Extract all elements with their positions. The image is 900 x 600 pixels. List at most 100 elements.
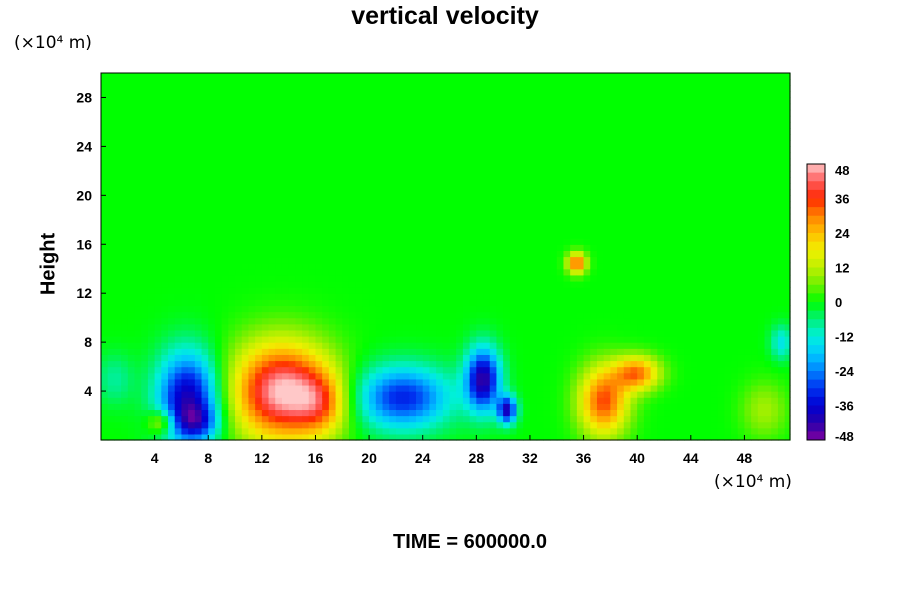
heatmap-cell bbox=[395, 238, 404, 245]
heatmap-cell bbox=[442, 299, 451, 307]
heatmap-cell bbox=[476, 317, 484, 325]
heatmap-cell bbox=[328, 415, 337, 423]
heatmap-cell bbox=[201, 280, 209, 288]
heatmap-cell bbox=[147, 274, 156, 282]
heatmap-cell bbox=[241, 121, 250, 129]
heatmap-cell bbox=[570, 415, 578, 423]
heatmap-cell bbox=[563, 213, 571, 221]
heatmap-cell bbox=[402, 378, 410, 386]
heatmap-cell bbox=[255, 109, 263, 117]
heatmap-cell bbox=[147, 342, 156, 349]
heatmap-cell bbox=[576, 183, 585, 190]
heatmap-cell bbox=[107, 378, 115, 386]
heatmap-cell bbox=[168, 164, 176, 172]
heatmap-cell bbox=[610, 433, 618, 441]
heatmap-cell bbox=[369, 433, 377, 441]
heatmap-cell bbox=[188, 274, 196, 282]
heatmap-cell bbox=[436, 268, 444, 276]
heatmap-cell bbox=[208, 128, 216, 135]
heatmap-cell bbox=[442, 91, 451, 99]
heatmap-cell bbox=[348, 354, 357, 362]
heatmap-cell bbox=[181, 317, 189, 325]
heatmap-cell bbox=[523, 250, 531, 258]
heatmap-cell bbox=[335, 397, 343, 404]
heatmap-cell bbox=[101, 250, 109, 258]
heatmap-cell bbox=[536, 421, 544, 429]
heatmap-cell bbox=[650, 195, 658, 203]
heatmap-cell bbox=[503, 213, 511, 221]
heatmap-cell bbox=[315, 146, 323, 154]
heatmap-cell bbox=[576, 195, 585, 203]
heatmap-cell bbox=[590, 219, 598, 227]
heatmap-cell bbox=[322, 287, 330, 294]
heatmap-cell bbox=[442, 433, 451, 441]
heatmap-cell bbox=[194, 317, 203, 325]
heatmap-cell bbox=[188, 109, 196, 117]
heatmap-cell bbox=[375, 415, 384, 423]
heatmap-cell bbox=[168, 250, 176, 258]
heatmap-cell bbox=[442, 232, 451, 239]
heatmap-cell bbox=[268, 293, 276, 300]
heatmap-cell bbox=[456, 164, 464, 172]
heatmap-cell bbox=[375, 342, 384, 349]
heatmap-cell bbox=[596, 244, 605, 251]
heatmap-cell bbox=[328, 103, 337, 111]
heatmap-cell bbox=[603, 287, 611, 294]
heatmap-cell bbox=[543, 366, 551, 374]
heatmap-cell bbox=[516, 250, 524, 258]
heatmap-cell bbox=[543, 268, 551, 276]
heatmap-cell bbox=[255, 360, 263, 368]
heatmap-cell bbox=[261, 244, 270, 251]
heatmap-cell bbox=[395, 323, 404, 331]
heatmap-cell bbox=[214, 397, 223, 404]
heatmap-cell bbox=[288, 360, 296, 368]
heatmap-cell bbox=[268, 372, 276, 380]
heatmap-cell bbox=[288, 140, 296, 147]
heatmap-cell bbox=[308, 403, 317, 411]
heatmap-cell bbox=[328, 274, 337, 282]
heatmap-cell bbox=[255, 378, 263, 386]
heatmap-cell bbox=[154, 250, 162, 258]
heatmap-cell bbox=[362, 183, 370, 190]
heatmap-cell bbox=[134, 274, 142, 282]
heatmap-cell bbox=[436, 397, 444, 404]
heatmap-cell bbox=[134, 384, 142, 392]
heatmap-cell bbox=[255, 305, 263, 313]
heatmap-cell bbox=[134, 176, 142, 184]
heatmap-cell bbox=[107, 415, 115, 423]
heatmap-cell bbox=[348, 73, 357, 80]
heatmap-cell bbox=[550, 97, 558, 105]
heatmap-cell bbox=[496, 91, 504, 99]
heatmap-cell bbox=[147, 293, 156, 300]
heatmap-cell bbox=[469, 397, 477, 404]
heatmap-cell bbox=[355, 158, 363, 166]
heatmap-cell bbox=[395, 329, 404, 337]
heatmap-cell bbox=[362, 85, 370, 92]
heatmap-cell bbox=[382, 140, 390, 147]
heatmap-cell bbox=[134, 213, 142, 221]
heatmap-cell bbox=[161, 128, 169, 135]
heatmap-cell bbox=[147, 232, 156, 239]
heatmap-cell bbox=[529, 103, 538, 111]
heatmap-cell bbox=[342, 176, 350, 184]
heatmap-cell bbox=[583, 366, 591, 374]
heatmap-cell bbox=[603, 109, 611, 117]
heatmap-cell bbox=[543, 256, 551, 264]
heatmap-cell bbox=[255, 384, 263, 392]
heatmap-cell bbox=[342, 287, 350, 294]
heatmap-cell bbox=[281, 195, 290, 203]
heatmap-cell bbox=[570, 232, 578, 239]
heatmap-cell bbox=[308, 146, 317, 154]
heatmap-cell bbox=[348, 256, 357, 264]
heatmap-cell bbox=[402, 189, 410, 196]
heatmap-cell bbox=[288, 256, 296, 264]
heatmap-cell bbox=[456, 372, 464, 380]
heatmap-cell bbox=[342, 128, 350, 135]
heatmap-cell bbox=[362, 378, 370, 386]
heatmap-cell bbox=[623, 146, 632, 154]
heatmap-cell bbox=[550, 183, 558, 190]
heatmap-cell bbox=[576, 372, 585, 380]
heatmap-cell bbox=[362, 287, 370, 294]
heatmap-cell bbox=[275, 372, 283, 380]
heatmap-cell bbox=[402, 305, 410, 313]
